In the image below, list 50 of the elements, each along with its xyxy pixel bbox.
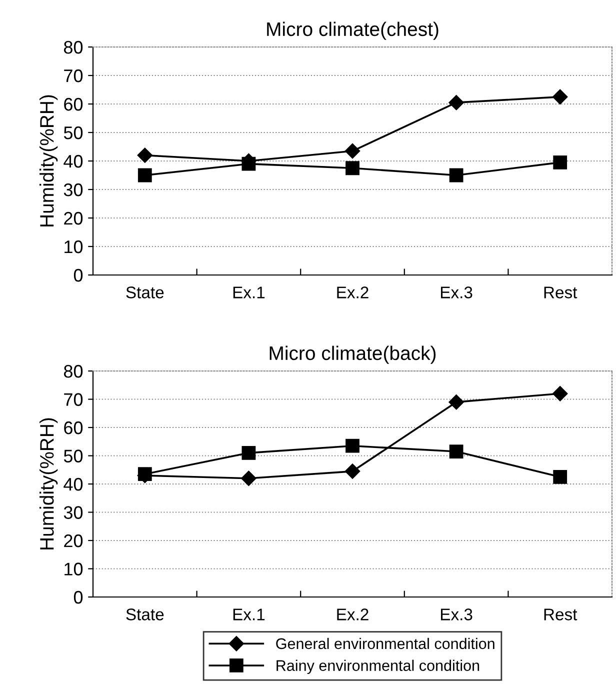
- y-tick-label: 20: [64, 212, 83, 225]
- point: [449, 168, 464, 182]
- chart-title: Micro climate(chest): [267, 22, 438, 40]
- y-tick-label: 80: [64, 364, 83, 378]
- point: [138, 168, 152, 182]
- point: [346, 161, 360, 176]
- point: [241, 470, 256, 486]
- x-tick-label: State: [126, 286, 164, 298]
- point: [242, 446, 256, 460]
- point: [449, 444, 464, 458]
- y-tick-label: 60: [64, 98, 83, 111]
- y-tick-label: 20: [64, 534, 83, 548]
- y-tick-label: 70: [64, 393, 83, 406]
- chart-title: Micro climate(back): [270, 346, 436, 364]
- y-tick-label: 80: [64, 40, 83, 54]
- y-tick-label: 10: [64, 562, 83, 576]
- y-axis-title: Humidity(%RH): [40, 95, 58, 226]
- x-tick-label: Ex.2: [337, 286, 368, 298]
- x-tick-label: Ex.1: [233, 286, 265, 298]
- point: [344, 464, 360, 479]
- point: [553, 155, 568, 170]
- y-tick-label: 30: [64, 506, 83, 519]
- y-tick-label: 60: [64, 421, 83, 434]
- point: [448, 95, 464, 110]
- point: [552, 89, 568, 104]
- y-tick-label: 0: [74, 590, 83, 604]
- point: [346, 438, 360, 453]
- x-tick-label: Ex.1: [233, 608, 265, 620]
- x-tick-label: Rest: [544, 608, 578, 620]
- y-tick-label: 50: [64, 450, 83, 462]
- y-tick-label: 10: [64, 240, 83, 254]
- y-tick-label: 40: [64, 154, 83, 168]
- x-tick-label: Ex.3: [440, 608, 472, 620]
- y-tick-label: 30: [64, 183, 83, 196]
- point: [553, 470, 568, 484]
- y-tick-label: 70: [64, 69, 83, 82]
- point: [344, 143, 360, 159]
- x-tick-label: Rest: [544, 286, 578, 298]
- y-tick-label: 40: [64, 478, 83, 491]
- x-tick-label: State: [126, 608, 164, 620]
- y-tick-label: 0: [74, 268, 83, 282]
- y-tick-label: 50: [64, 126, 83, 140]
- point: [448, 394, 464, 410]
- y-axis-title: Humidity(%RH): [40, 418, 58, 550]
- x-tick-label: Ex.2: [337, 608, 368, 620]
- legend-label: General environmental condition: [276, 638, 494, 650]
- point: [137, 148, 152, 163]
- point: [552, 386, 568, 402]
- legend-label: Rainy environmental condition: [276, 660, 480, 674]
- x-tick-label: Ex.3: [440, 286, 472, 298]
